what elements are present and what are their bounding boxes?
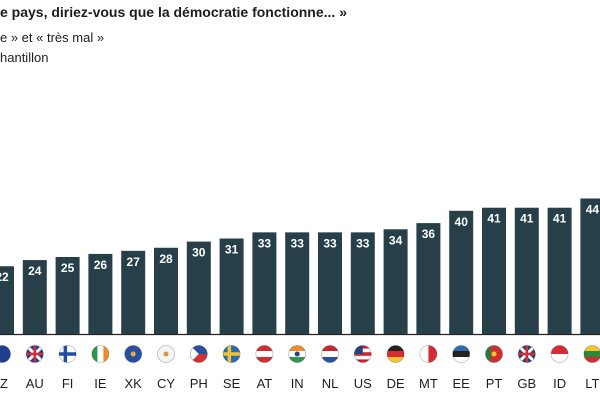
category-label: IN: [291, 376, 304, 391]
flag-outline: [517, 345, 536, 363]
bar-value-label: 27: [127, 255, 141, 269]
category-label: Z: [0, 376, 8, 391]
bar-value-label: 34: [389, 233, 403, 247]
category-label: EE: [453, 376, 471, 391]
chart-title: e pays, diriez-vous que la démocratie fo…: [0, 4, 347, 20]
ph-flag-icon: [190, 345, 208, 363]
category-label: IE: [94, 376, 107, 391]
pt-flag-icon: [485, 345, 503, 363]
bar-in: [285, 232, 310, 334]
category-label: FI: [62, 376, 74, 391]
bar-value-label: 41: [520, 212, 534, 226]
lt-flag-icon: [583, 345, 600, 363]
category-label: DE: [387, 376, 405, 391]
flag-outline: [288, 345, 307, 363]
flag-outline: [58, 345, 77, 363]
bar-fi: [55, 257, 80, 334]
bar-value-label: 36: [422, 227, 436, 241]
bar-id: [547, 207, 572, 334]
flag-outline: [189, 345, 208, 363]
in-flag-icon: [288, 345, 306, 363]
bar-value-label: 41: [487, 212, 501, 226]
bar-z: [0, 266, 14, 334]
category-label: NL: [322, 376, 339, 391]
bar-mt: [416, 223, 441, 334]
id-flag-icon: [551, 345, 569, 363]
at-flag-icon: [255, 345, 273, 363]
category-label: GB: [517, 376, 536, 391]
flag-outline: [157, 345, 175, 363]
category-label: PH: [190, 376, 208, 391]
bar-value-label: 33: [356, 236, 370, 250]
xk-flag-icon: [124, 345, 142, 363]
category-label: ID: [553, 376, 566, 391]
flag-outline: [452, 345, 471, 363]
flag-outline: [419, 345, 438, 363]
nl-flag-icon: [321, 345, 339, 363]
bar-nl: [318, 232, 342, 334]
chart-sample-note: hantillon: [0, 50, 49, 65]
category-label: AT: [257, 376, 273, 391]
bar-lt: [580, 198, 600, 334]
category-label: US: [354, 376, 372, 391]
bar-ph: [186, 241, 211, 334]
mt-flag-icon: [419, 345, 437, 363]
bar-value-label: 40: [455, 215, 469, 229]
bar-ee: [449, 210, 474, 334]
flag-outline: [124, 345, 143, 363]
bar-value-label: 22: [0, 270, 9, 284]
cy-flag-icon: [157, 345, 175, 363]
bar-value-label: 31: [225, 243, 239, 257]
chart-subtitle: e » et « très mal »: [0, 30, 105, 45]
bar-ie: [88, 253, 113, 334]
bar-value-label: 28: [159, 252, 173, 266]
gb-flag-icon: [518, 345, 536, 363]
bar-se: [219, 238, 244, 334]
flag-icon: [0, 345, 11, 363]
flag-outline: [91, 345, 110, 363]
flag-outline: [255, 345, 274, 363]
flag-outline: [550, 345, 569, 363]
flag-outline: [25, 345, 44, 363]
category-label: XK: [125, 376, 143, 391]
bar-cy: [154, 247, 178, 334]
flag-outline: [485, 345, 503, 363]
de-flag-icon: [387, 345, 405, 363]
au-flag-icon: [26, 345, 44, 363]
category-label: SE: [223, 376, 241, 391]
bar-pt: [482, 207, 506, 334]
bar-de: [383, 229, 408, 334]
flag-outline: [0, 345, 11, 363]
category-label: MT: [419, 376, 438, 391]
ie-flag-icon: [91, 345, 109, 363]
category-label: CY: [157, 376, 175, 391]
bar-gb: [514, 207, 539, 334]
bar-us: [350, 232, 375, 334]
flag-outline: [321, 345, 339, 363]
fi-flag-icon: [59, 345, 77, 363]
bar-value-label: 33: [258, 236, 272, 250]
flag-outline: [386, 345, 405, 363]
se-flag-icon: [223, 345, 241, 363]
bar-at: [252, 232, 277, 334]
category-label: LT: [585, 376, 599, 391]
category-label: PT: [486, 376, 503, 391]
bar-value-label: 33: [323, 236, 337, 250]
bar-value-label: 30: [192, 246, 206, 260]
bar-au: [22, 260, 47, 334]
ee-flag-icon: [452, 345, 470, 363]
bar-value-label: 25: [61, 261, 75, 275]
category-label: AU: [26, 376, 44, 391]
us-flag-icon: [354, 345, 372, 363]
flag-outline: [583, 345, 600, 363]
flag-outline: [353, 345, 372, 363]
bar-xk: [121, 250, 146, 334]
bar-value-label: 24: [28, 264, 42, 278]
bar-value-label: 44: [586, 202, 600, 216]
bar-value-label: 26: [94, 258, 108, 272]
flag-outline: [222, 345, 241, 363]
bar-value-label: 41: [553, 212, 567, 226]
bar-value-label: 33: [291, 236, 305, 250]
